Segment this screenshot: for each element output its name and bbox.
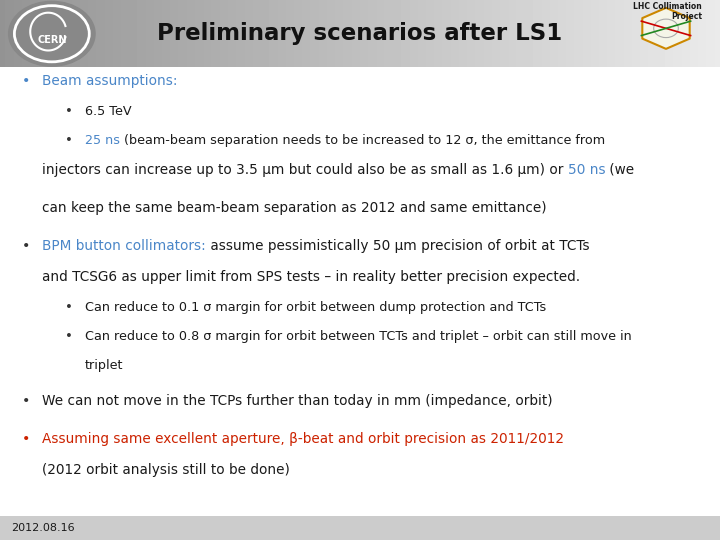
Text: •: • xyxy=(65,301,73,314)
Text: •: • xyxy=(22,432,30,446)
Text: or: or xyxy=(545,163,567,177)
Text: CERN: CERN xyxy=(37,35,66,45)
Text: triplet: triplet xyxy=(85,359,123,372)
Text: (2012 orbit analysis still to be done): (2012 orbit analysis still to be done) xyxy=(42,463,289,477)
Polygon shape xyxy=(642,8,690,49)
Text: Project: Project xyxy=(671,12,702,21)
Text: LHC Collimation: LHC Collimation xyxy=(634,2,702,11)
Text: can keep the same beam-beam separation as 2012 and same emittance): can keep the same beam-beam separation a… xyxy=(42,201,546,215)
Text: (beam-beam separation needs to be increased to 12 σ, the emittance from: (beam-beam separation needs to be increa… xyxy=(120,134,605,147)
Text: Assuming same excellent aperture, β-beat and orbit precision as 2011/2012: Assuming same excellent aperture, β-beat… xyxy=(42,432,564,446)
Text: 2012.08.16: 2012.08.16 xyxy=(11,523,74,533)
Circle shape xyxy=(9,2,95,66)
Text: We can not move in the TCPs further than today in mm (impedance, orbit): We can not move in the TCPs further than… xyxy=(42,394,552,408)
Text: •: • xyxy=(65,330,73,343)
Text: •: • xyxy=(22,239,30,253)
Text: and TCSG6 as upper limit from SPS tests – in reality better precision expected.: and TCSG6 as upper limit from SPS tests … xyxy=(42,270,580,284)
Text: 6.5 TeV: 6.5 TeV xyxy=(85,105,132,118)
Text: Beam assumptions:: Beam assumptions: xyxy=(42,74,177,88)
Text: (we: (we xyxy=(605,163,634,177)
Bar xyxy=(0,68,720,516)
Text: 50 ns: 50 ns xyxy=(567,163,605,177)
Text: •: • xyxy=(65,134,73,147)
Text: BPM button collimators:: BPM button collimators: xyxy=(42,239,205,253)
Text: •: • xyxy=(22,394,30,408)
Text: Preliminary scenarios after LS1: Preliminary scenarios after LS1 xyxy=(158,22,562,45)
Text: •: • xyxy=(65,105,73,118)
Bar xyxy=(0,516,720,540)
Text: 25 ns: 25 ns xyxy=(85,134,120,147)
Text: •: • xyxy=(22,74,30,88)
Text: Can reduce to 0.1 σ margin for orbit between dump protection and TCTs: Can reduce to 0.1 σ margin for orbit bet… xyxy=(85,301,546,314)
Text: assume pessimistically 50 μm precision of orbit at TCTs: assume pessimistically 50 μm precision o… xyxy=(205,239,589,253)
Text: Can reduce to 0.8 σ margin for orbit between TCTs and triplet – orbit can still : Can reduce to 0.8 σ margin for orbit bet… xyxy=(85,330,631,343)
Text: injectors can increase up to 3.5 μm but could also be as small as 1.6 μm): injectors can increase up to 3.5 μm but … xyxy=(42,163,545,177)
